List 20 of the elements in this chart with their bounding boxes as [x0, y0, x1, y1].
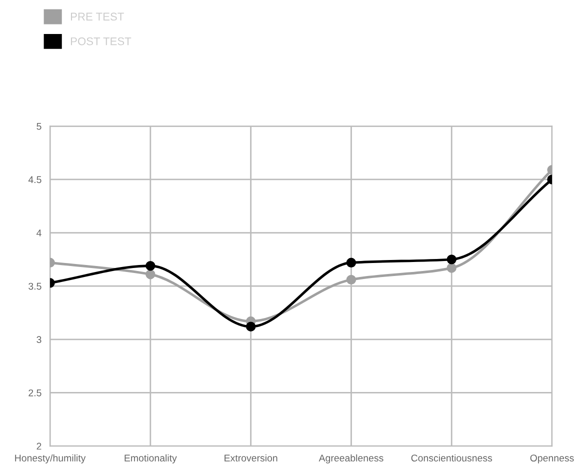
- point: [246, 322, 256, 332]
- x-tick-label: Emotionality: [124, 454, 177, 464]
- x-tick-label: Conscientiousness: [411, 454, 492, 462]
- x-tick-label: Extroversion: [224, 454, 278, 462]
- point: [146, 260, 156, 271]
- x-tick-label: Agreeableness: [318, 454, 384, 464]
- y-tick-label: 2.5: [28, 389, 42, 396]
- point: [346, 274, 356, 285]
- point: [446, 263, 456, 273]
- y-tick-label: 3.5: [28, 282, 42, 290]
- y-tick-label: 4.5: [28, 176, 42, 184]
- y-tick-label: 2: [36, 442, 42, 450]
- point: [146, 270, 156, 280]
- y-tick-label: 4: [36, 230, 42, 236]
- point: [346, 258, 356, 268]
- y-tick-label: 3: [36, 336, 42, 344]
- x-tick-label: Honesty/humility: [15, 454, 86, 464]
- x-tick-label: Openness: [530, 454, 574, 464]
- y-tick-label: 5: [36, 122, 42, 130]
- point: [446, 254, 456, 264]
